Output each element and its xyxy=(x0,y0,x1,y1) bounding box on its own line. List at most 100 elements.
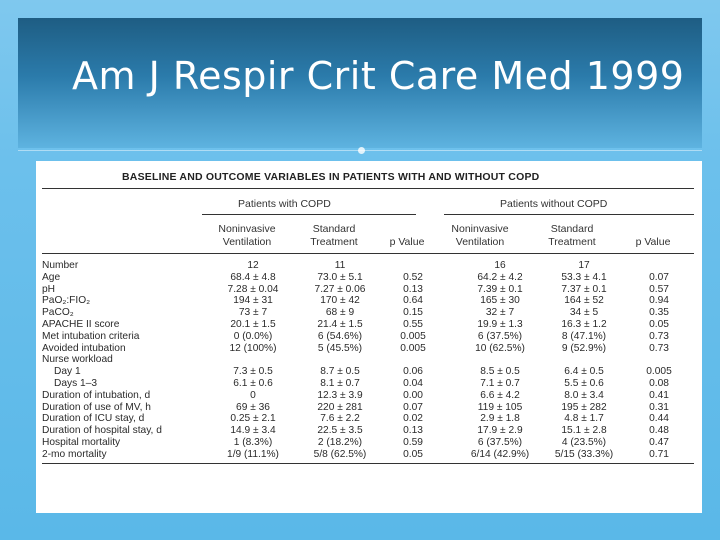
cell-value: 0.64 xyxy=(403,295,423,307)
column-header-standard: Standard Treatment xyxy=(292,223,376,249)
cell-value: 6.6 ± 4.2 xyxy=(480,389,520,401)
cell-value: 0.52 xyxy=(403,271,423,283)
row-label: Age xyxy=(42,271,61,283)
group-header-with-copd: Patients with COPD xyxy=(238,198,331,210)
row-label: Duration of hospital stay, d xyxy=(42,425,162,437)
table-row: Duration of intubation, d 0 12.3 ± 3.9 0.00… xyxy=(42,390,698,402)
cell-value: 6.1 ± 0.6 xyxy=(233,377,273,389)
cell-value: 53.3 ± 4.1 xyxy=(561,271,607,283)
cell-value: 7.1 ± 0.7 xyxy=(480,377,520,389)
cell-value: 34 ± 5 xyxy=(569,307,599,319)
column-header-line: Noninvasive xyxy=(451,223,509,235)
cell-value xyxy=(382,260,444,272)
cell-value: 0.05 xyxy=(403,448,423,460)
cell-value: 8.1 ± 0.7 xyxy=(320,377,360,389)
column-header-p-value-b: p Value xyxy=(635,236,671,248)
cell-value: 165 ± 30 xyxy=(480,295,520,307)
cell-value: 0.41 xyxy=(649,389,669,401)
cell-value: 5/15 (33.3%) xyxy=(554,448,614,460)
cell-value: 0.35 xyxy=(649,307,669,319)
cell-value: 0.25 ± 2.1 xyxy=(230,413,276,425)
divider-dot xyxy=(358,147,365,154)
cell-value: 0.07 xyxy=(403,401,423,413)
cell-value: 1/9 (11.1%) xyxy=(227,448,279,460)
cell-value xyxy=(298,354,382,366)
cell-value: 7.28 ± 0.04 xyxy=(227,283,279,295)
slide-title: Am J Respir Crit Care Med 1999 xyxy=(72,54,685,98)
row-label: Duration of intubation, d xyxy=(42,389,151,401)
cell-value: 0.55 xyxy=(403,318,423,330)
group-rule-without-copd xyxy=(444,214,694,215)
cell-value: 69 ± 36 xyxy=(236,401,270,413)
table-row: pH 7.28 ± 0.04 7.27 ± 0.06 0.13 7.39 ± 0.1 7.… xyxy=(42,284,698,296)
cell-value: 10 (62.5%) xyxy=(475,342,525,354)
table-row: Met intubation criteria 0 (0.0%) 6 (54.6%)… xyxy=(42,331,698,343)
cell-value: 15.1 ± 2.8 xyxy=(561,425,607,437)
cell-value: 73 ± 7 xyxy=(238,307,268,319)
cell-value: 194 ± 31 xyxy=(233,295,273,307)
column-header-line: Ventilation xyxy=(455,236,505,248)
column-header-line: Treatment xyxy=(548,236,596,248)
cell-value: 0.07 xyxy=(649,271,669,283)
table-row: Duration of use of MV, h 69 ± 36 220 ± 281… xyxy=(42,402,698,414)
cell-value: 0.57 xyxy=(649,283,669,295)
cell-value: 2 (18.2%) xyxy=(317,436,363,448)
cell-value: 0 xyxy=(250,389,256,401)
column-header-line: Standard xyxy=(312,223,356,235)
cell-value: 7.37 ± 0.1 xyxy=(561,283,607,295)
row-label: Duration of use of MV, h xyxy=(42,401,151,413)
cell-value: 32 ± 7 xyxy=(485,307,515,319)
cell-value xyxy=(458,354,542,366)
cell-value: 0.00 xyxy=(403,389,423,401)
row-label: Nurse workload xyxy=(42,354,113,366)
cell-value: 6.4 ± 0.5 xyxy=(564,366,604,378)
cell-value: 7.27 ± 0.06 xyxy=(314,283,366,295)
cell-value: 0.47 xyxy=(649,436,669,448)
row-label: Days 1–3 xyxy=(54,377,98,389)
cell-value: 14.9 ± 3.4 xyxy=(230,425,276,437)
table-row: Number 12 11 16 17 xyxy=(42,260,698,272)
cell-value: 6 (37.5%) xyxy=(477,330,523,342)
table-row: Nurse workload xyxy=(42,354,698,366)
table-row: Days 1–3 6.1 ± 0.6 8.1 ± 0.7 0.04 7.1 ± 0.7 5… xyxy=(42,378,698,390)
row-label: Hospital mortality xyxy=(42,436,121,448)
cell-value: 7.3 ± 0.5 xyxy=(233,366,273,378)
cell-value: 64.2 ± 4.2 xyxy=(477,271,523,283)
cell-value: 6/14 (42.9%) xyxy=(470,448,530,460)
column-header-standard-b: Standard Treatment xyxy=(530,223,614,249)
row-label: pH xyxy=(42,283,56,295)
table-top-rule xyxy=(42,188,694,189)
cell-value: 0.08 xyxy=(649,377,669,389)
row-label: Avoided intubation xyxy=(42,342,126,354)
cell-value: 22.5 ± 3.5 xyxy=(317,425,363,437)
cell-value: 12 xyxy=(247,260,259,271)
cell-value: 0.005 xyxy=(646,366,672,378)
table-row: Duration of hospital stay, d 14.9 ± 3.4 22… xyxy=(42,425,698,437)
title-banner xyxy=(18,18,702,148)
column-header-line: Standard xyxy=(550,223,594,235)
cell-value: 0 (0.0%) xyxy=(233,330,273,342)
cell-value: 6 (37.5%) xyxy=(477,436,523,448)
cell-value: 16 xyxy=(494,260,506,271)
cell-value xyxy=(626,260,692,272)
cell-value: 4 (23.5%) xyxy=(561,436,607,448)
cell-value xyxy=(208,354,298,366)
table-title: BASELINE AND OUTCOME VARIABLES IN PATIEN… xyxy=(122,171,540,183)
cell-value: 17.9 ± 2.9 xyxy=(477,425,523,437)
column-header-niv-b: Noninvasive Ventilation xyxy=(438,223,522,249)
table-row: 2-mo mortality 1/9 (11.1%) 5/8 (62.5%) 0.05… xyxy=(42,449,698,461)
cell-value: 16.3 ± 1.2 xyxy=(561,318,607,330)
cell-value: 6 (54.6%) xyxy=(317,330,363,342)
cell-value: 0.005 xyxy=(400,342,426,354)
cell-value: 0.02 xyxy=(403,413,423,425)
cell-value: 17 xyxy=(578,260,590,271)
cell-value: 5/8 (62.5%) xyxy=(313,448,367,460)
cell-value: 0.31 xyxy=(649,401,669,413)
table-row: PaCO₂ 73 ± 7 68 ± 9 0.15 32 ± 7 34 ± 5 0.35 xyxy=(42,307,698,319)
cell-value: 0.71 xyxy=(649,448,669,460)
cell-value: 12.3 ± 3.9 xyxy=(317,389,363,401)
cell-value xyxy=(542,354,626,366)
cell-value: 68.4 ± 4.8 xyxy=(230,271,276,283)
cell-value: 2.9 ± 1.8 xyxy=(480,413,520,425)
cell-value: 68 ± 9 xyxy=(325,307,355,319)
